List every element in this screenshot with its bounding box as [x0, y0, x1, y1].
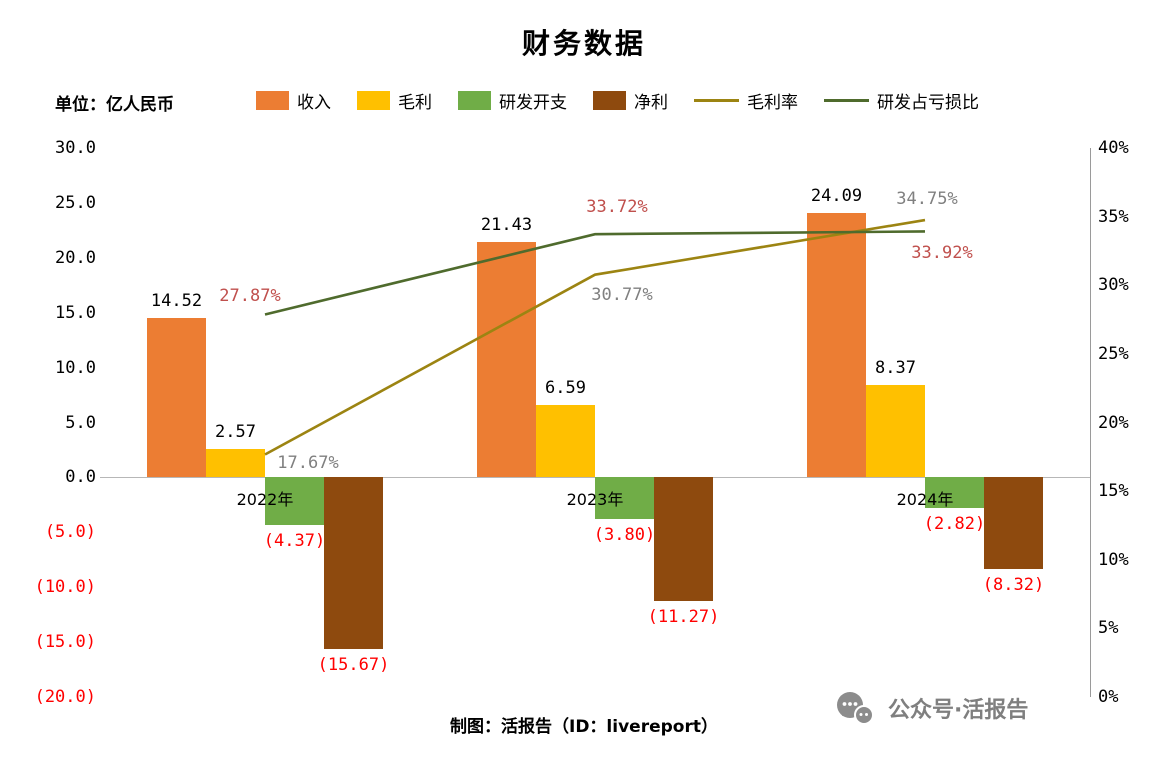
legend-item-4: 毛利率: [694, 88, 798, 113]
axis-tick-left: (15.0): [34, 632, 96, 653]
line-label-rnd-loss-ratio: 33.72%: [586, 197, 648, 218]
legend-item-2: 研发开支: [458, 88, 567, 113]
wechat-icon: [837, 692, 874, 725]
legend-label: 毛利率: [747, 93, 798, 113]
bar-revenue: [807, 212, 866, 478]
legend-swatch-line: [694, 99, 739, 102]
legend-item-3: 净利: [593, 88, 668, 113]
axis-tick-left: 10.0: [55, 357, 96, 378]
axis-tick-left: 15.0: [55, 302, 96, 323]
bar-net-profit: [984, 477, 1043, 569]
bar-gross-profit: [866, 385, 925, 478]
category-label: 2023年: [566, 490, 624, 510]
bar-label-gross-profit: 8.37: [875, 358, 916, 379]
legend-label: 毛利: [398, 93, 432, 113]
bar-label-gross-profit: 6.59: [545, 378, 586, 399]
legend-label: 净利: [634, 93, 668, 113]
bar-label-net-profit: (11.27): [647, 607, 720, 628]
axis-tick-left: 25.0: [55, 192, 96, 213]
axis-tick-left: 30.0: [55, 138, 96, 158]
bar-revenue: [147, 317, 206, 478]
axis-tick-left: 20.0: [55, 247, 96, 268]
axis-tick-left: 5.0: [65, 412, 96, 433]
legend-item-0: 收入: [256, 88, 331, 113]
right-axis-line: [1090, 148, 1091, 697]
axis-tick-left: 0.0: [65, 467, 96, 488]
axis-tick-right: 0%: [1098, 687, 1119, 707]
bar-label-rnd-expense: (4.37): [263, 531, 326, 552]
bar-label-rnd-expense: (2.82): [923, 514, 986, 535]
legend-item-1: 毛利: [357, 88, 432, 113]
axis-tick-right: 10%: [1098, 549, 1129, 570]
page-title: 财务数据: [521, 27, 646, 60]
legend-swatch-bar: [357, 91, 390, 110]
bar-label-revenue: 14.52: [150, 290, 203, 311]
bar-gross-profit: [536, 405, 595, 478]
bar-label-net-profit: (8.32): [982, 574, 1045, 595]
legend: 收入 毛利 研发开支 净利 毛利率 研发占亏损比: [256, 88, 979, 113]
axis-tick-right: 5%: [1098, 618, 1119, 639]
legend-swatch-line: [824, 99, 869, 102]
legend-label: 研发开支: [499, 93, 567, 113]
bar-rnd-expense: [265, 477, 324, 526]
bar-net-profit: [324, 477, 383, 650]
legend-item-5: 研发占亏损比: [824, 88, 979, 113]
legend-swatch-bar: [593, 91, 626, 110]
bar-rnd-expense: [925, 477, 984, 509]
axis-tick-right: 25%: [1098, 343, 1129, 364]
line-label-gross-margin: 30.77%: [591, 284, 653, 305]
bar-label-revenue: 21.43: [480, 215, 533, 236]
unit-label: 单位：亿人民币: [55, 95, 174, 115]
axis-tick-right: 35%: [1098, 206, 1129, 227]
legend-label: 研发占亏损比: [877, 93, 979, 113]
axis-tick-left: (10.0): [34, 577, 96, 598]
bar-net-profit: [654, 477, 713, 602]
bar-label-rnd-expense: (3.80): [593, 525, 656, 546]
bar-revenue: [477, 242, 536, 478]
bar-label-revenue: 24.09: [810, 185, 863, 206]
line-label-rnd-loss-ratio: 33.92%: [911, 243, 973, 264]
bar-rnd-expense: [595, 477, 654, 520]
axis-tick-right: 20%: [1098, 412, 1129, 433]
legend-label: 收入: [297, 93, 331, 113]
legend-swatch-bar: [458, 91, 491, 110]
line-label-rnd-loss-ratio: 27.87%: [219, 286, 281, 307]
line-label-gross-margin: 17.67%: [277, 453, 339, 474]
footer-credit: 制图：活报告（ID：livereport）: [450, 717, 718, 737]
axis-tick-right: 40%: [1098, 138, 1129, 158]
axis-tick-left: (5.0): [44, 522, 96, 543]
legend-swatch-bar: [256, 91, 289, 110]
bar-gross-profit: [206, 449, 265, 478]
category-label: 2022年: [236, 490, 294, 510]
bar-label-gross-profit: 2.57: [215, 422, 256, 443]
wechat-badge: 公众号·活报告: [834, 690, 1028, 726]
category-label: 2024年: [896, 490, 954, 510]
line-label-gross-margin: 34.75%: [896, 189, 958, 210]
axis-tick-right: 30%: [1098, 275, 1129, 296]
wechat-label: 公众号·活报告: [888, 698, 1029, 723]
bar-label-net-profit: (15.67): [317, 655, 390, 676]
axis-tick-right: 15%: [1098, 481, 1129, 502]
axis-tick-left: (20.0): [34, 687, 96, 707]
